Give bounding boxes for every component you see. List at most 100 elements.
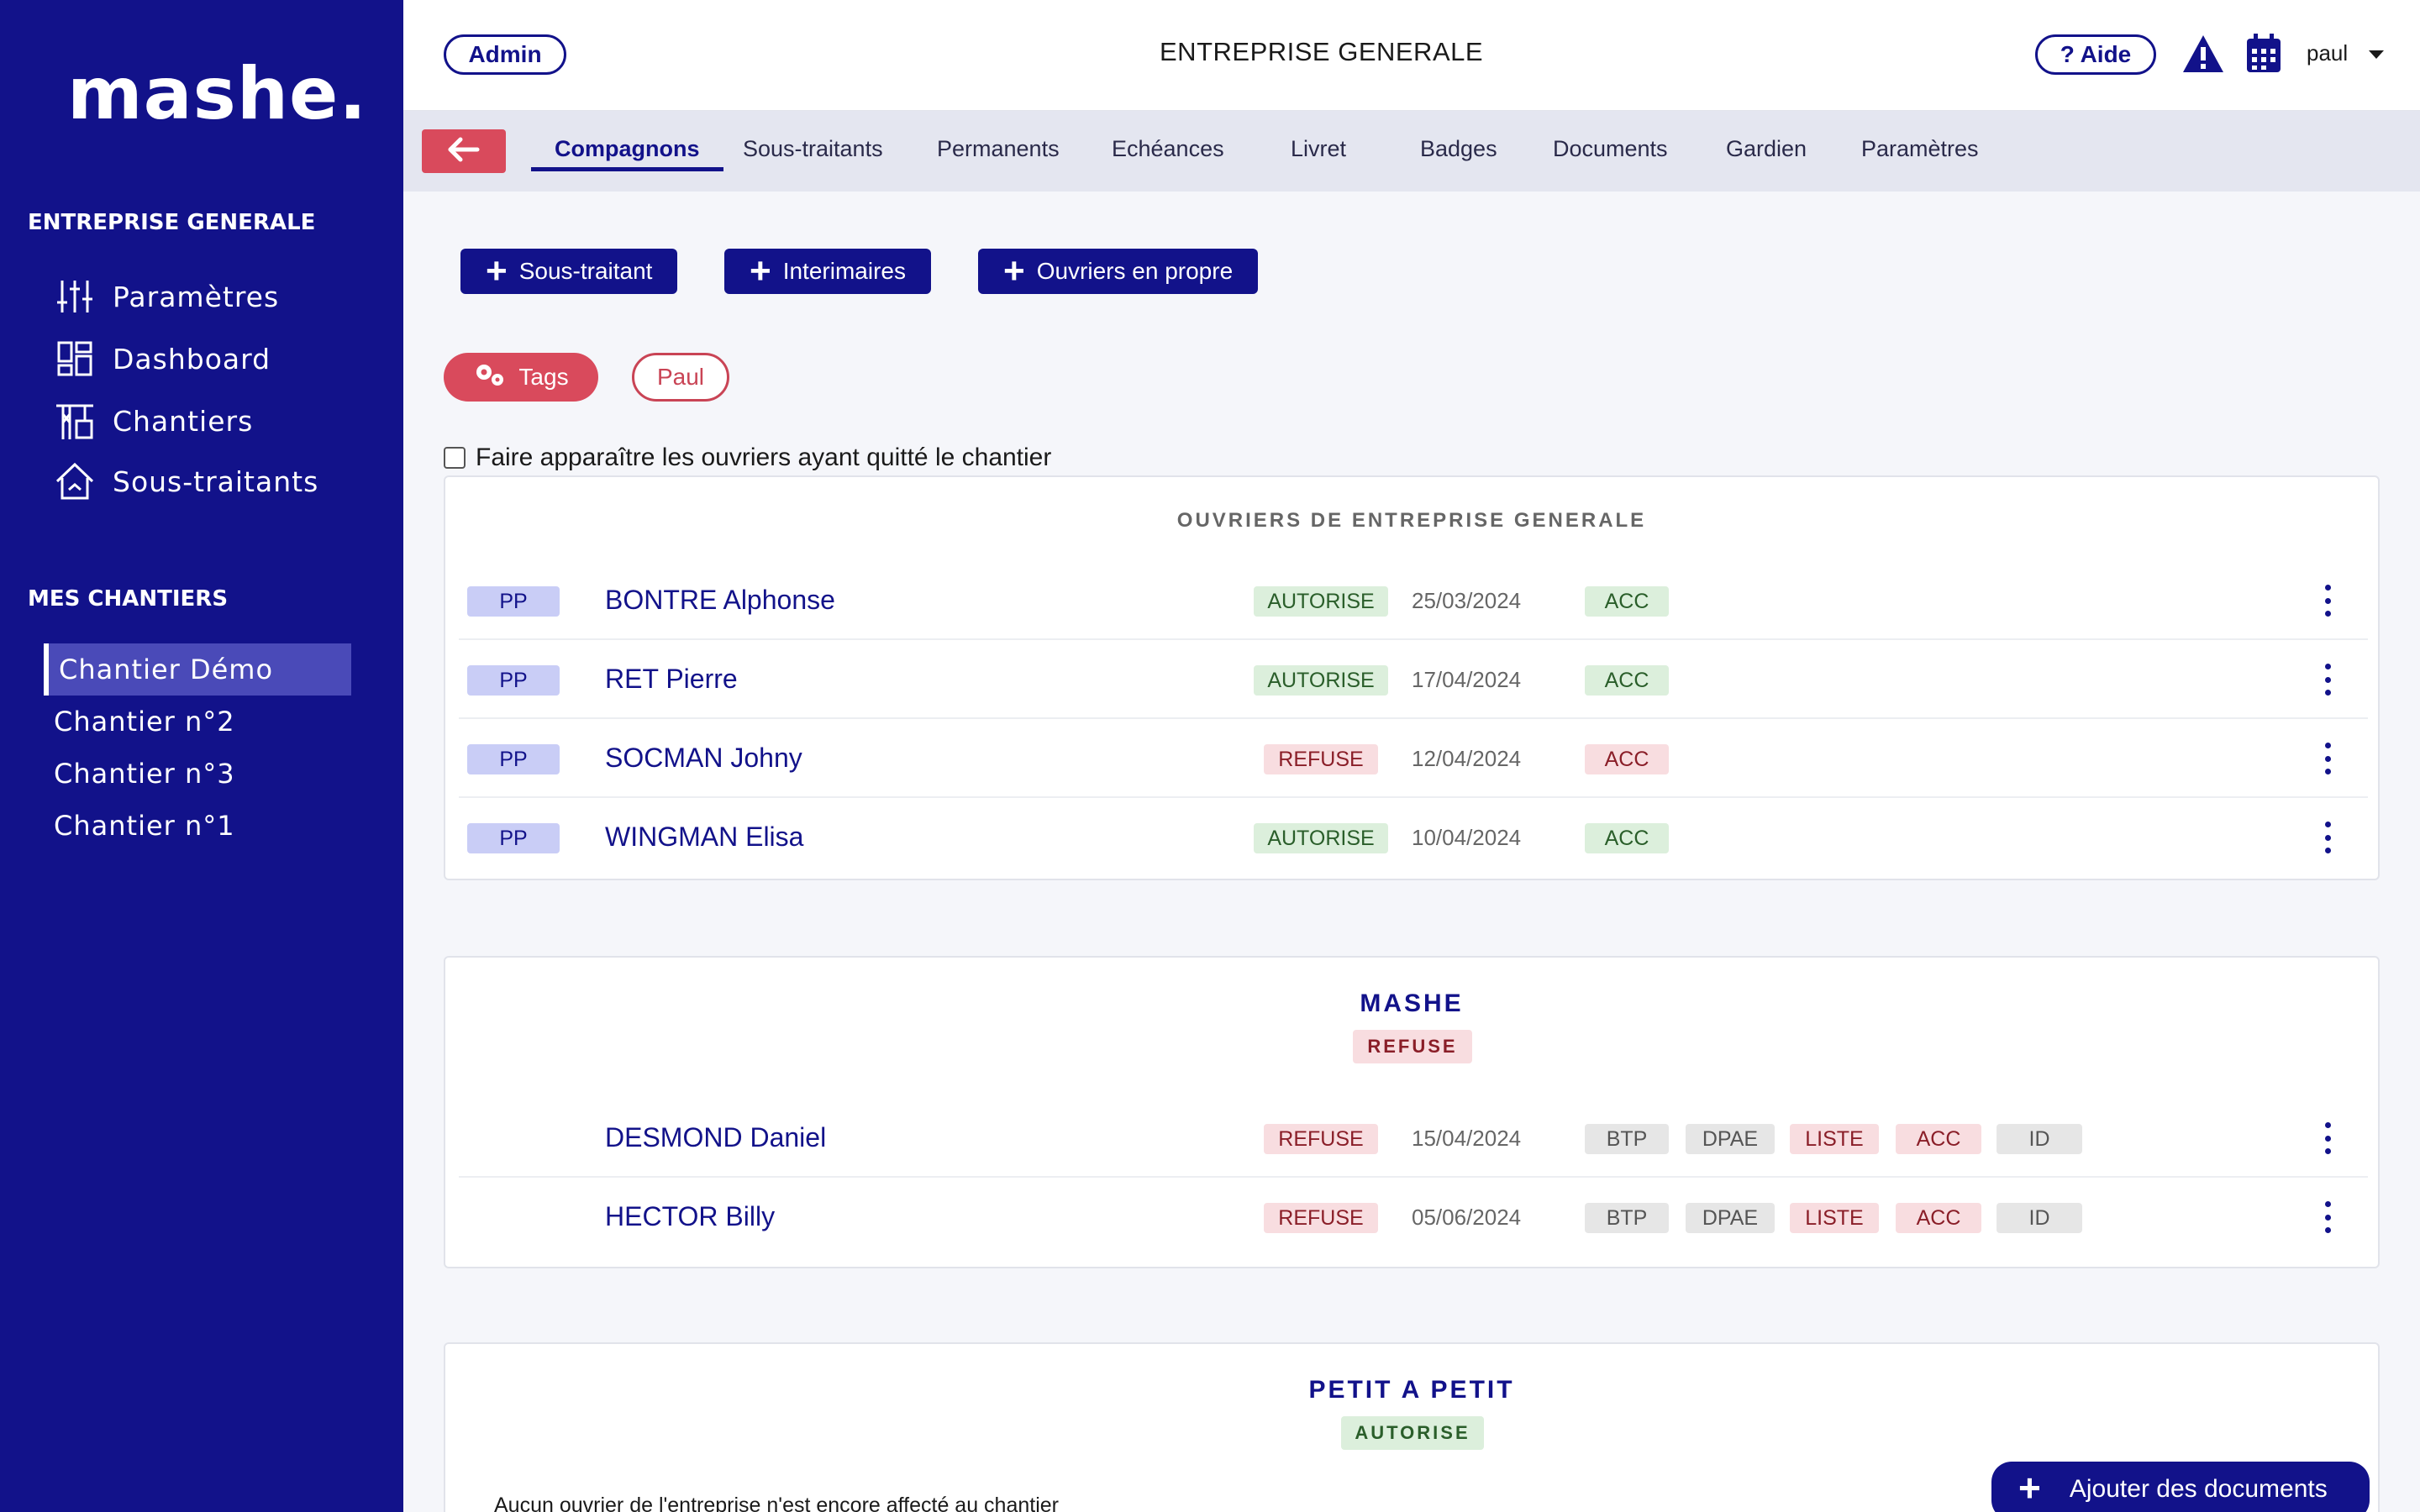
worker-name[interactable]: DESMOND Daniel [605,1122,827,1152]
sidebar-item-label: Chantiers [113,404,254,438]
doc-badge-dpae: DPAE [1686,1203,1775,1233]
worker-name[interactable]: HECTOR Billy [605,1201,776,1231]
status-badge: AUTORISE [1341,1416,1484,1450]
add-subcontractor-button[interactable]: + Sous-traitant [460,249,678,294]
workers-card-mashe: MASHE REFUSE DESMOND Daniel REFUSE 15/04… [444,956,2380,1268]
add-interim-button[interactable]: + Interimaires [724,249,931,294]
house-icon [54,460,96,502]
tab-documents[interactable]: Documents [1553,136,1668,161]
worker-name[interactable]: BONTRE Alphonse [605,585,835,615]
acc-badge: ACC [1585,823,1669,853]
tab-parametres[interactable]: Paramètres [1861,136,1979,161]
card-title: PETIT A PETIT [1308,1376,1515,1404]
more-options-icon[interactable] [2319,738,2336,780]
acc-badge: ACC [1585,586,1669,617]
sidebar-item-dashboard[interactable]: Dashboard [54,338,271,380]
admin-button[interactable]: Admin [444,34,566,75]
help-button[interactable]: ? Aide [2035,34,2156,75]
card-title: MASHE [1360,990,1464,1017]
more-options-icon[interactable] [2319,659,2336,701]
tags-filter-button[interactable]: Tags [444,353,598,402]
sidebar-item-parametres[interactable]: Paramètres [54,276,279,318]
plus-icon: + [750,250,771,291]
workers-card-own: OUVRIERS DE ENTREPRISE GENERALE PP BONTR… [444,475,2380,880]
logo[interactable]: mashe. [67,52,368,136]
tab-permanents[interactable]: Permanents [937,136,1060,161]
tab-sous-traitants[interactable]: Sous-traitants [743,136,883,161]
date: 12/04/2024 [1412,746,1522,771]
crane-icon [54,400,96,442]
card-title: OUVRIERS DE ENTREPRISE GENERALE [1176,509,1647,532]
show-left-workers-toggle[interactable]: Faire apparaître les ouvriers ayant quit… [444,444,1051,472]
more-options-icon[interactable] [2319,816,2336,858]
date: 15/04/2024 [1412,1126,1522,1151]
more-options-icon[interactable] [2319,580,2336,622]
caret-down-icon [2369,50,2385,60]
checkbox-label: Faire apparaître les ouvriers ayant quit… [476,444,1052,471]
calendar-icon[interactable] [2245,32,2282,78]
status-badge: AUTORISE [1254,665,1388,696]
button-label: Ajouter des documents [2069,1475,2328,1503]
user-menu[interactable]: paul [2307,40,2385,66]
more-options-icon[interactable] [2319,1196,2336,1238]
doc-badge-acc: ACC [1896,1124,1981,1154]
tag-badge: PP [467,586,560,617]
sidebar: mashe. ENTREPRISE GENERALE Paramètres Da… [0,0,403,1512]
user-tag-pill[interactable]: Paul [632,353,729,402]
tab-echeances[interactable]: Echéances [1112,136,1224,161]
doc-badge-btp: BTP [1585,1124,1669,1154]
tab-livret[interactable]: Livret [1291,136,1347,161]
doc-badge-btp: BTP [1585,1203,1669,1233]
empty-message: Aucun ouvrier de l'entreprise n'est enco… [494,1494,1059,1512]
tags-label: Tags [518,364,569,390]
dashboard-icon [54,338,96,380]
sidebar-item-chantiers[interactable]: Chantiers [54,400,253,442]
table-row[interactable]: PP SOCMAN Johny REFUSE 12/04/2024 ACC [459,719,2368,798]
top-bar: Admin ENTREPRISE GENERALE ? Aide paul [403,0,2420,111]
date: 25/03/2024 [1412,588,1522,613]
worker-name[interactable]: WINGMAN Elisa [605,822,804,852]
button-label: Interimaires [782,258,906,284]
tag-badge: PP [467,823,560,853]
sidebar-chantier-demo[interactable]: Chantier Démo [44,643,351,696]
tab-compagnons[interactable]: Compagnons [531,136,723,171]
button-label: Sous-traitant [518,258,653,284]
sidebar-chantier-3[interactable]: Chantier n°3 [54,758,235,790]
arrow-left-icon [447,137,481,166]
status-badge: AUTORISE [1254,823,1388,853]
checkbox[interactable] [444,447,466,469]
sidebar-item-sous-traitants[interactable]: Sous-traitants [54,460,318,502]
status-badge: REFUSE [1264,744,1378,774]
tab-badges[interactable]: Badges [1420,136,1497,161]
add-documents-button[interactable]: + Ajouter des documents [1991,1462,2370,1512]
sidebar-item-label: Dashboard [113,342,271,375]
table-row[interactable]: HECTOR Billy REFUSE 05/06/2024 BTP DPAE … [459,1178,2368,1257]
doc-badge-liste: LISTE [1790,1203,1879,1233]
page-title: ENTREPRISE GENERALE [1160,37,1484,66]
status-badge: REFUSE [1264,1203,1378,1233]
more-options-icon[interactable] [2319,1117,2336,1159]
doc-badge-id: ID [1996,1124,2082,1154]
sidebar-item-label: Paramètres [113,280,280,313]
sidebar-chantier-1[interactable]: Chantier n°1 [54,810,235,842]
sliders-icon [54,276,96,318]
worker-name[interactable]: SOCMAN Johny [605,743,802,773]
table-row[interactable]: DESMOND Daniel REFUSE 15/04/2024 BTP DPA… [459,1099,2368,1178]
worker-name[interactable]: RET Pierre [605,664,738,694]
button-label: Ouvriers en propre [1036,258,1234,284]
doc-badge-acc: ACC [1896,1203,1981,1233]
add-own-workers-button[interactable]: + Ouvriers en propre [978,249,1259,294]
tab-gardien[interactable]: Gardien [1726,136,1807,161]
tab-bar: Compagnons Sous-traitants Permanents Ech… [403,111,2420,192]
tag-badge: PP [467,665,560,696]
date: 10/04/2024 [1412,825,1522,850]
sidebar-chantier-2[interactable]: Chantier n°2 [54,706,235,738]
status-badge: REFUSE [1264,1124,1378,1154]
user-name: paul [2307,40,2349,66]
table-row[interactable]: PP BONTRE Alphonse AUTORISE 25/03/2024 A… [459,561,2368,640]
doc-badge-liste: LISTE [1790,1124,1879,1154]
table-row[interactable]: PP WINGMAN Elisa AUTORISE 10/04/2024 ACC [459,798,2368,877]
back-button[interactable] [422,129,506,173]
table-row[interactable]: PP RET Pierre AUTORISE 17/04/2024 ACC [459,640,2368,719]
warning-icon[interactable] [2181,34,2225,78]
